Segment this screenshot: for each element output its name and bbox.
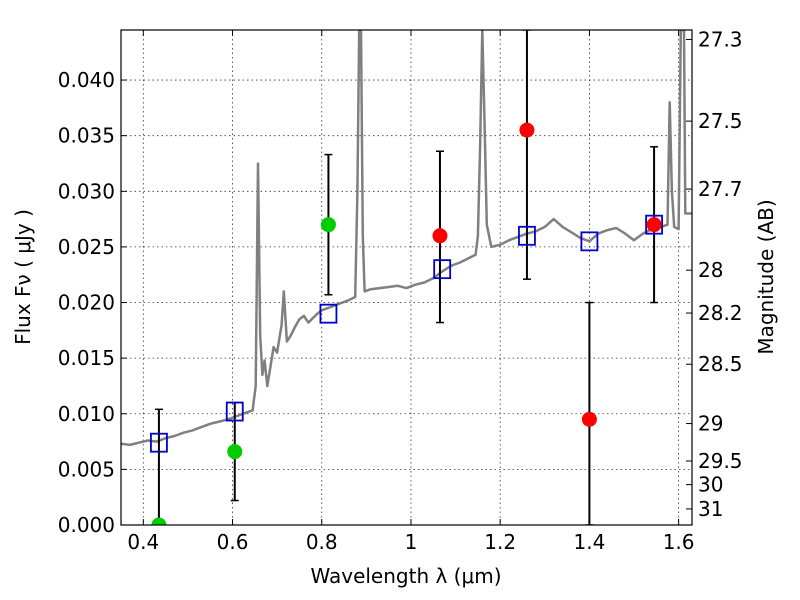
green-observed-point <box>151 517 167 525</box>
y-tick-label: 0.000 <box>58 513 115 537</box>
x-tick-label: 1.4 <box>573 530 605 554</box>
y2-tick-label: 28.2 <box>698 301 743 325</box>
y-tick-label: 0.005 <box>58 457 115 481</box>
y2-axis-label: Magnitude (AB) <box>754 199 778 354</box>
green-observed-point <box>320 217 336 233</box>
y2-tick-label: 29.5 <box>698 449 743 473</box>
axis-ticks: 0.4 0.6 0.8 1 1.2 1.4 1.6 0.000 0.005 0.010 0.015 0… <box>58 27 743 554</box>
y2-tick-label: 28 <box>698 258 723 282</box>
plot-frame <box>120 29 693 526</box>
x-tick-label: 0.4 <box>127 530 159 554</box>
red-observed-point <box>519 122 535 138</box>
y2-tick-label: 28.5 <box>698 352 743 376</box>
model-square-point <box>319 303 338 324</box>
plot-area <box>121 30 692 525</box>
model-square-point <box>518 225 536 246</box>
grid-lines <box>121 30 692 525</box>
y-axis-label: Flux Fν ( μJy ) <box>11 209 35 345</box>
y-tick-label: 0.035 <box>58 124 115 148</box>
model-square-point <box>150 432 168 453</box>
y-tick-label: 0.010 <box>58 402 115 426</box>
y2-tick-label: 27.5 <box>698 109 743 133</box>
model-square-point <box>645 214 663 235</box>
x-tick-label: 1.6 <box>663 530 695 554</box>
y-tick-label: 0.020 <box>58 291 115 315</box>
x-tick-label: 0.8 <box>306 530 338 554</box>
model-square-point <box>580 231 599 252</box>
y2-tick-label: 29 <box>698 412 723 436</box>
y2-tick-label: 30 <box>698 473 723 497</box>
y-tick-label: 0.040 <box>58 68 115 92</box>
red-observed-point <box>581 411 597 427</box>
x-axis-label: Wavelength λ (μm) <box>310 564 501 588</box>
y2-tick-label: 27.7 <box>698 177 743 201</box>
model-square-point <box>225 401 244 422</box>
spectrum-line <box>121 30 692 447</box>
red-observed-point <box>432 228 448 244</box>
y2-tick-label: 27.3 <box>698 27 743 51</box>
green-observed-point <box>227 444 243 460</box>
x-tick-label: 1.2 <box>484 530 516 554</box>
x-tick-label: 1 <box>405 530 418 554</box>
y-tick-label: 0.015 <box>58 346 115 370</box>
red-observed-point <box>646 217 662 233</box>
y2-tick-label: 31 <box>698 497 723 521</box>
x-tick-label: 0.6 <box>217 530 249 554</box>
y-tick-label: 0.025 <box>58 235 115 259</box>
model-square-point <box>433 259 452 280</box>
y-tick-label: 0.030 <box>58 179 115 203</box>
